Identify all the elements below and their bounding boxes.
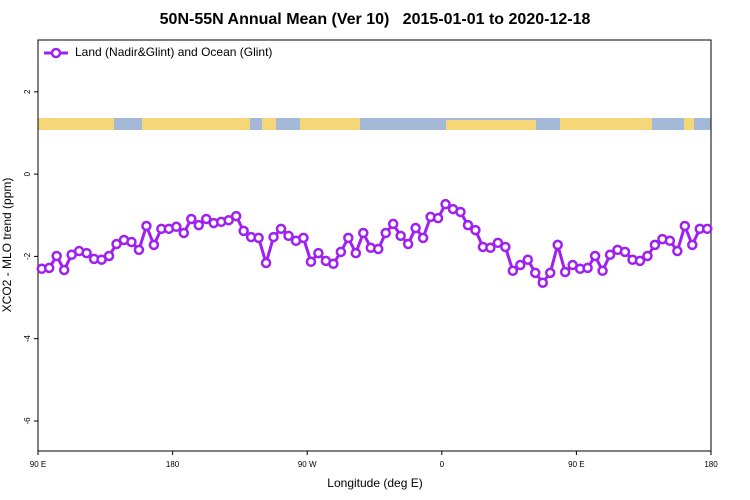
data-point bbox=[559, 266, 571, 278]
data-point bbox=[111, 238, 122, 250]
data-point bbox=[619, 246, 631, 258]
data-point bbox=[702, 223, 713, 235]
data-point bbox=[530, 267, 541, 279]
land-ocean-strip bbox=[38, 118, 711, 130]
x-tick-label: 0 bbox=[440, 460, 445, 469]
x-tick-label: 180 bbox=[704, 460, 718, 469]
data-point bbox=[126, 236, 137, 248]
data-point bbox=[186, 213, 197, 225]
plot-frame bbox=[37, 39, 712, 452]
data-point bbox=[268, 231, 279, 243]
data-point bbox=[402, 238, 414, 250]
y-tick-label: 0 bbox=[23, 171, 32, 176]
data-point bbox=[597, 265, 608, 277]
x-tick-label: 90 E bbox=[568, 460, 584, 469]
data-point bbox=[260, 257, 272, 269]
data-point bbox=[283, 230, 294, 242]
x-tick-label: 90 E bbox=[30, 460, 46, 469]
y-tick-label: -4 bbox=[23, 335, 32, 343]
data-point bbox=[500, 241, 511, 253]
data-point bbox=[515, 259, 526, 271]
data-point bbox=[328, 258, 339, 270]
data-point bbox=[417, 232, 429, 244]
data-point bbox=[275, 223, 287, 235]
data-point bbox=[81, 247, 92, 259]
data-point bbox=[672, 245, 683, 257]
data-point bbox=[440, 198, 451, 210]
y-axis-label: XCO2 - MLO trend (ppm) bbox=[0, 178, 14, 313]
data-point bbox=[485, 242, 496, 254]
data-point bbox=[238, 225, 249, 237]
data-point bbox=[380, 227, 391, 239]
data-point bbox=[358, 227, 369, 239]
data-point bbox=[679, 220, 691, 232]
data-point bbox=[343, 232, 354, 244]
data-point bbox=[544, 267, 556, 279]
data-point bbox=[395, 230, 406, 242]
data-point bbox=[552, 239, 563, 251]
data-point bbox=[537, 277, 548, 288]
data-point bbox=[522, 254, 534, 265]
data-point bbox=[335, 246, 347, 258]
data-point bbox=[604, 249, 616, 261]
x-axis-label: Longitude (deg E) bbox=[327, 476, 422, 490]
data-point bbox=[492, 237, 504, 249]
data-point bbox=[103, 250, 115, 262]
data-point bbox=[462, 219, 474, 231]
data-point bbox=[193, 219, 205, 231]
data-point bbox=[432, 212, 444, 224]
chart-title: 50N-55N Annual Mean (Ver 10) 2015-01-01 … bbox=[160, 11, 591, 28]
x-tick-label: 180 bbox=[166, 460, 180, 469]
data-point bbox=[305, 256, 317, 268]
data-point bbox=[223, 214, 234, 226]
data-point bbox=[634, 255, 646, 267]
data-point bbox=[664, 235, 676, 247]
data-point bbox=[133, 244, 145, 256]
data-point bbox=[582, 262, 593, 274]
data-point bbox=[372, 243, 384, 255]
data-point bbox=[148, 239, 160, 251]
data-point bbox=[350, 247, 362, 259]
data-point bbox=[649, 239, 661, 251]
data-point bbox=[43, 262, 55, 274]
data-point bbox=[51, 250, 62, 262]
data-point bbox=[230, 210, 242, 222]
data-point bbox=[507, 265, 519, 277]
data-point bbox=[687, 239, 698, 251]
y-tick-label: -2 bbox=[23, 252, 32, 260]
data-point bbox=[298, 232, 309, 244]
data-point bbox=[589, 250, 601, 262]
data-point bbox=[313, 247, 324, 259]
legend-marker bbox=[50, 47, 62, 59]
data-point bbox=[171, 221, 182, 233]
data-point bbox=[178, 227, 190, 239]
legend-label: Land (Nadir&Glint) and Ocean (Glint) bbox=[75, 45, 272, 59]
data-point bbox=[201, 213, 212, 225]
data-point bbox=[387, 218, 399, 230]
data-point bbox=[455, 206, 466, 218]
data-point bbox=[58, 264, 70, 276]
y-tick-label: -6 bbox=[23, 417, 32, 425]
x-tick-label: 90 W bbox=[298, 460, 317, 469]
data-point bbox=[410, 222, 421, 234]
data-point bbox=[141, 220, 152, 232]
data-point bbox=[253, 232, 264, 244]
data-point bbox=[470, 224, 481, 236]
y-tick-label: 2 bbox=[23, 89, 32, 94]
data-point bbox=[642, 250, 653, 262]
